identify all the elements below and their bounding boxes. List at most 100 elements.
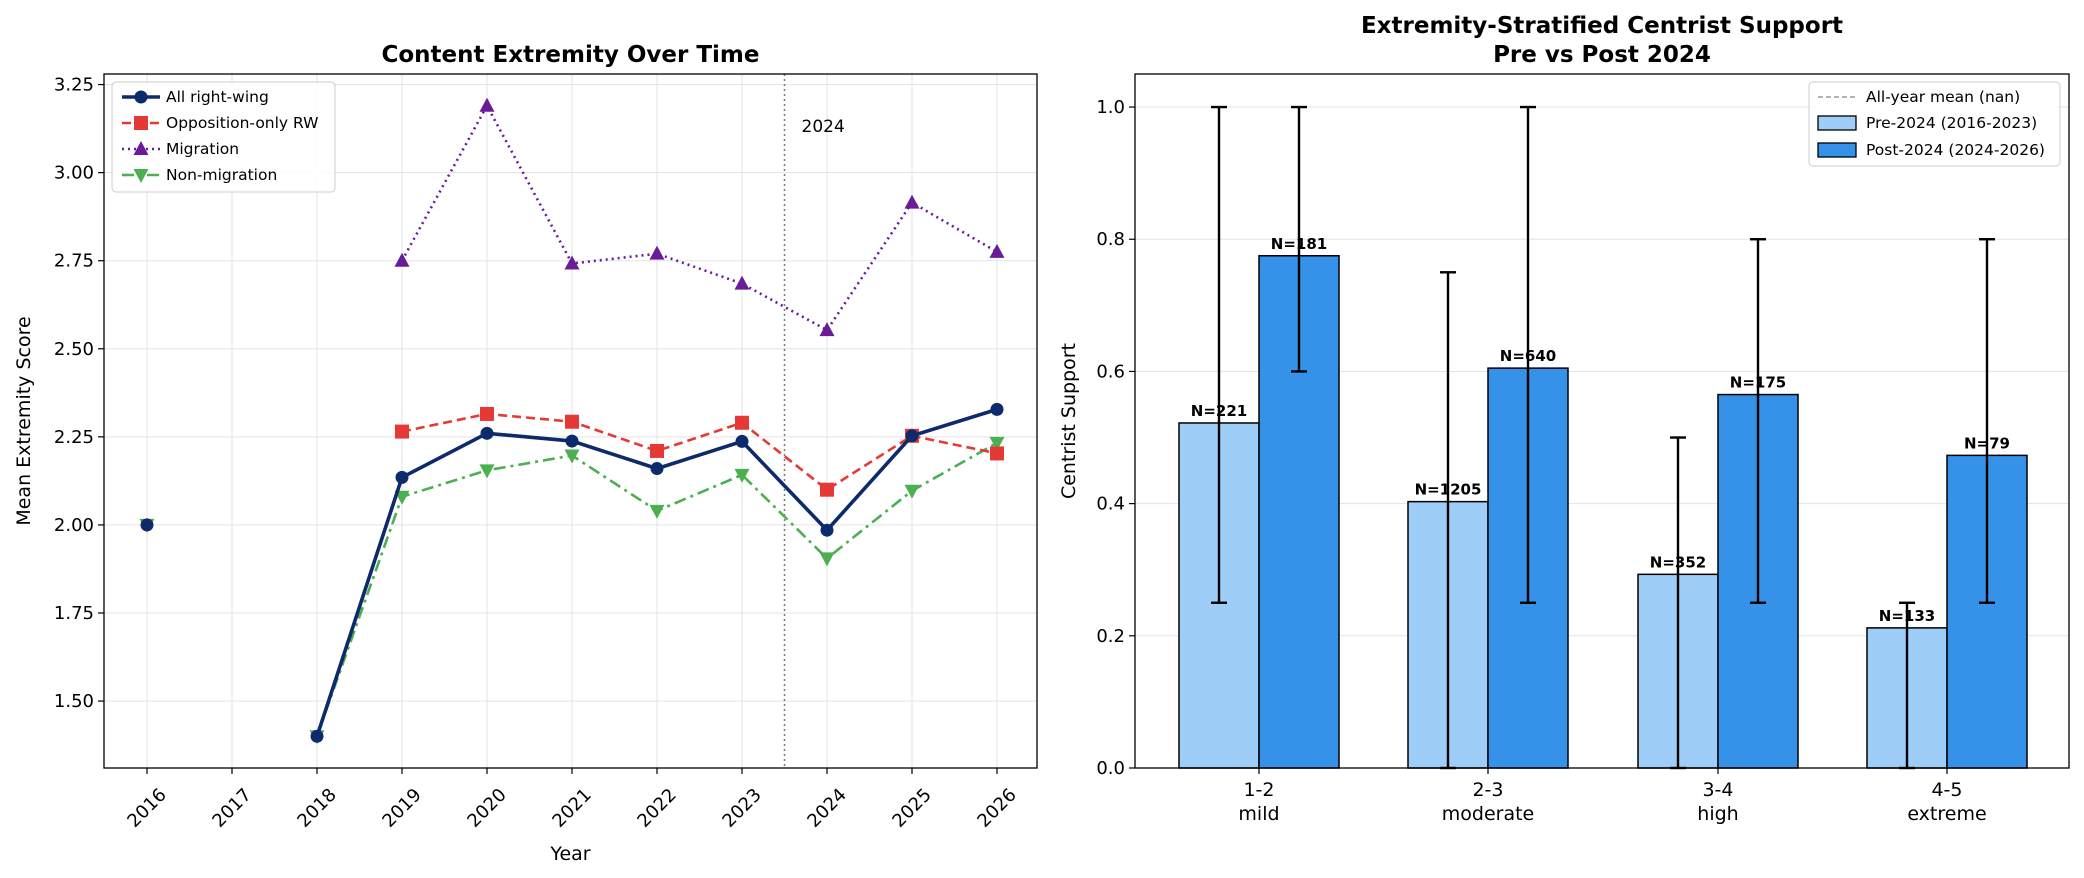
left-legend-marker — [133, 141, 149, 155]
left-data-point — [480, 426, 494, 440]
left-y-axis-label: Mean Extremity Score — [13, 316, 35, 525]
right-n-label: N=221 — [1191, 402, 1247, 420]
right-error-bars-group — [1211, 105, 1995, 770]
left-legend-label: Non-migration — [166, 166, 277, 184]
right-y-tick-label: 0.6 — [1096, 361, 1125, 382]
left-legend-marker — [133, 169, 149, 183]
left-y-tick-label: 1.75 — [54, 603, 94, 624]
left-plot-frame — [103, 73, 1038, 769]
right-y-axis-label: Centrist Support — [1058, 343, 1080, 499]
left-data-point — [565, 434, 579, 448]
right-x-tick-range: 2-3 — [1472, 779, 1503, 801]
right-y-tick-label: 0.0 — [1096, 758, 1125, 779]
year-2024-divider-label: 2024 — [802, 117, 845, 137]
right-legend-label: Post-2024 (2024-2026) — [1866, 141, 2045, 159]
left-data-point — [650, 443, 664, 458]
extremity-line-chart: 2024 1.501.752.002.252.502.753.003.25 20… — [13, 42, 1038, 865]
right-legend: All-year mean (nan) Pre-2024 (2016-2023) P… — [1808, 81, 2061, 167]
left-data-point — [395, 424, 409, 439]
right-y-tick-label: 0.4 — [1096, 494, 1125, 515]
right-x-tick-range: 4-5 — [1931, 779, 1962, 801]
left-data-point — [989, 436, 1005, 451]
right-y-tick-label: 0.2 — [1096, 626, 1125, 647]
left-data-point — [650, 462, 664, 476]
right-legend-label: Pre-2024 (2016-2023) — [1866, 114, 2037, 132]
left-data-point — [564, 255, 580, 270]
left-data-point — [905, 429, 919, 443]
left-series-2 — [394, 97, 1005, 337]
left-data-point — [140, 518, 154, 532]
right-y-tick-label: 0.8 — [1096, 229, 1125, 250]
left-legend-label: All right-wing — [166, 88, 269, 106]
left-chart-title: Content Extremity Over Time — [382, 42, 760, 68]
right-n-label: N=133 — [1879, 607, 1935, 625]
centrist-support-bar-chart: N=221 N=1205 N=352 N=133 N=181 N=640 N=175 N=79… — [1058, 13, 2070, 825]
left-data-point — [480, 406, 494, 421]
left-data-point — [819, 322, 835, 337]
left-data-point — [820, 523, 834, 537]
left-data-point — [990, 446, 1004, 461]
left-legend-marker — [134, 90, 148, 104]
right-legend-swatch — [1817, 142, 1857, 158]
right-x-tick-level: mild — [1238, 803, 1279, 825]
left-legend-box — [111, 81, 336, 193]
left-data-point — [734, 468, 750, 483]
right-x-tick-range: 1-2 — [1243, 779, 1274, 801]
right-x-tick-level: extreme — [1907, 803, 1986, 825]
right-y-axis-ticks: 0.0 0.2 0.4 0.6 0.8 1.0 — [1096, 97, 1135, 779]
right-n-label: N=181 — [1271, 235, 1327, 253]
right-legend-swatch — [1817, 115, 1857, 131]
left-data-point — [904, 194, 920, 209]
left-data-point — [735, 434, 749, 448]
left-y-tick-label: 3.25 — [54, 75, 94, 96]
right-x-tick-range: 3-4 — [1702, 779, 1733, 801]
left-y-axis-ticks: 1.50 1.75 2.00 2.25 2.50 2.75 3.00 3.25 — [54, 75, 104, 712]
left-y-tick-label: 2.50 — [54, 339, 94, 360]
left-y-tick-label: 1.50 — [54, 691, 94, 712]
left-data-point — [904, 484, 920, 499]
left-series-group — [139, 97, 1005, 745]
left-data-point — [310, 729, 324, 743]
right-n-label: N=175 — [1730, 374, 1786, 392]
right-plot-frame — [1134, 73, 2070, 769]
left-series-line — [400, 102, 998, 332]
right-x-tick-level: moderate — [1442, 803, 1534, 825]
left-data-point — [820, 482, 834, 497]
right-n-label: N=352 — [1650, 553, 1706, 571]
right-n-label: N=1205 — [1415, 481, 1482, 499]
left-series-0 — [140, 402, 1004, 743]
left-data-point — [649, 504, 665, 519]
left-data-point — [990, 402, 1004, 416]
left-data-point — [479, 464, 495, 479]
left-data-point — [649, 245, 665, 260]
right-legend-mean-label: All-year mean (nan) — [1866, 88, 2020, 106]
left-legend-label: Opposition-only RW — [166, 114, 319, 132]
left-legend-marker — [134, 116, 148, 130]
right-n-label: N=79 — [1964, 434, 2010, 452]
right-x-tick-level: high — [1697, 803, 1738, 825]
left-data-point — [394, 252, 410, 267]
left-legend-label: Migration — [166, 140, 239, 158]
left-legend: All right-wing Opposition-only RW Migratio… — [111, 81, 336, 193]
left-series-line — [401, 412, 998, 492]
left-data-point — [989, 243, 1005, 258]
left-y-tick-label: 2.75 — [54, 251, 94, 272]
left-y-tick-label: 2.00 — [54, 515, 94, 536]
right-n-label: N=640 — [1500, 347, 1556, 365]
left-data-point — [565, 414, 579, 429]
right-y-tick-label: 1.0 — [1096, 97, 1125, 118]
right-n-labels-group: N=221 N=1205 N=352 N=133 N=181 N=640 N=175 N=79 — [1191, 235, 2010, 625]
left-y-tick-label: 3.00 — [54, 163, 94, 184]
left-data-point — [735, 415, 749, 430]
right-chart-subtitle: Pre vs Post 2024 — [1493, 42, 1711, 68]
right-legend-box — [1808, 81, 2061, 167]
left-data-point — [564, 449, 580, 464]
left-data-point — [395, 470, 409, 484]
right-chart-title: Extremity-Stratified Centrist Support — [1361, 13, 1843, 39]
left-data-point — [819, 552, 835, 567]
left-series-1 — [395, 406, 1004, 497]
left-y-tick-label: 2.25 — [54, 427, 94, 448]
left-x-axis-label: Year — [549, 843, 590, 865]
